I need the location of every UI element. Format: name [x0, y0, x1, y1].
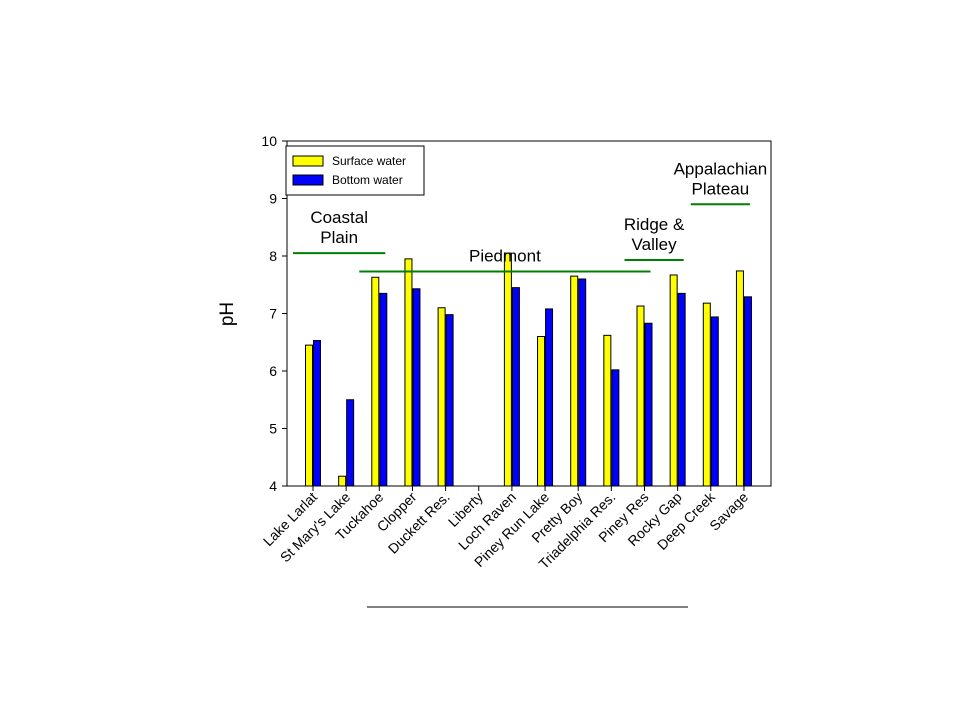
region-label: Plain [320, 228, 358, 247]
region-label: Coastal [310, 208, 368, 227]
surface-water-bar [404, 258, 413, 487]
surface-water-bar [669, 274, 678, 487]
bottom-water-bar [313, 340, 321, 487]
surface-water-bar [537, 336, 546, 487]
bottom-water-bar [445, 314, 454, 487]
y-tick-label: 9 [269, 191, 277, 207]
legend-label-surface: Surface water [332, 154, 406, 168]
legend: Surface water Bottom water [285, 145, 425, 196]
plot-area [286, 140, 772, 487]
surface-water-bar [603, 334, 612, 487]
surface-water-bar [503, 252, 512, 487]
region-label: Appalachian [674, 159, 768, 178]
region-label: Valley [632, 235, 678, 254]
y-axis: 4 5 6 7 8 9 10 [261, 133, 287, 494]
legend-swatch-bottom [292, 174, 324, 186]
bottom-water-bar [379, 292, 388, 487]
surface-water-bar [371, 276, 380, 487]
bottom-water-bar [743, 296, 752, 487]
legend-label-bottom: Bottom water [332, 173, 403, 187]
y-tick-label: 8 [269, 248, 277, 264]
surface-water-bar [735, 270, 744, 487]
bottom-water-bar [611, 369, 620, 487]
region-label: Ridge & [624, 215, 685, 234]
bottom-water-bar [644, 322, 653, 487]
bottom-water-bar [511, 287, 520, 487]
y-tick-label: 4 [269, 478, 277, 494]
y-tick-label: 10 [261, 133, 277, 149]
surface-water-bar [702, 302, 711, 487]
surface-water-bar [305, 344, 313, 487]
region-label: Piedmont [469, 247, 541, 266]
bottom-water-bar [412, 288, 421, 487]
bottom-water-bar [677, 292, 686, 487]
y-tick-label: 5 [269, 421, 277, 437]
y-axis-title: pH [217, 302, 238, 326]
y-tick-label: 7 [269, 306, 277, 322]
bars-layer [305, 252, 752, 487]
surface-water-bar [570, 275, 579, 487]
surface-water-bar [338, 475, 347, 487]
bottom-water-bar [710, 316, 719, 487]
y-tick-label: 6 [269, 363, 277, 379]
legend-box [285, 145, 425, 196]
bottom-water-bar [346, 399, 355, 487]
bottom-water-bar [578, 278, 587, 487]
bottom-water-bar [545, 308, 554, 487]
legend-swatch-surface [292, 155, 324, 167]
region-label: Plateau [692, 179, 750, 198]
surface-water-bar [636, 305, 645, 487]
surface-water-bar [437, 307, 446, 487]
